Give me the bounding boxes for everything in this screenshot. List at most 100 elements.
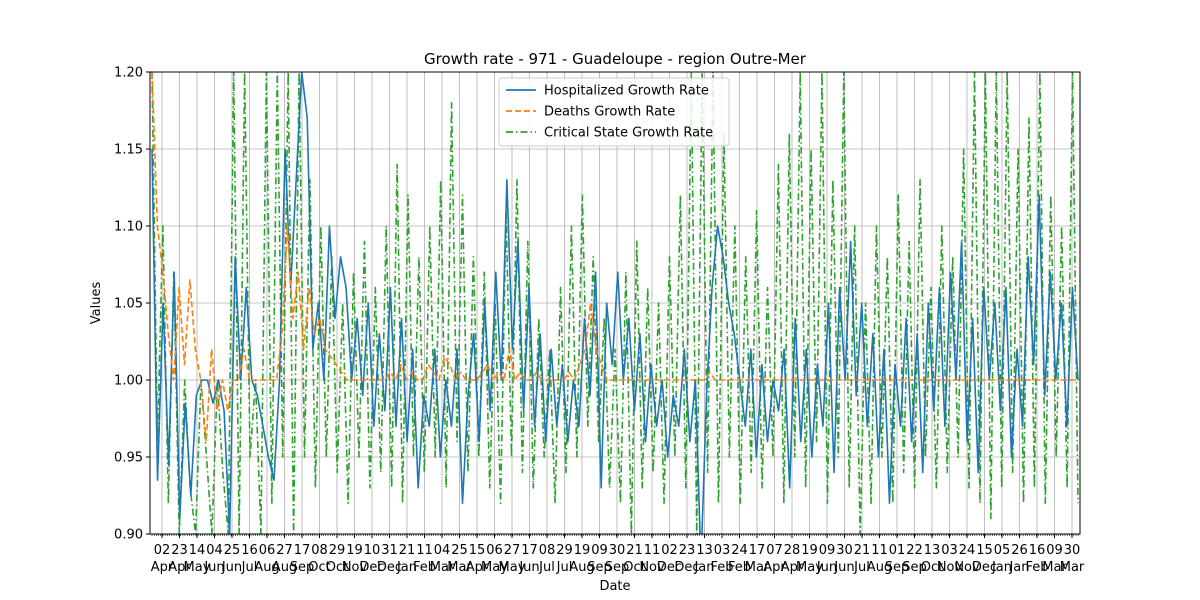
x-tick-month: Jun xyxy=(221,560,242,575)
x-tick-month: May xyxy=(499,560,526,575)
x-tick-month: Mar xyxy=(1060,560,1085,575)
x-tick-day: 11 xyxy=(871,543,888,558)
x-tick-day: 30 xyxy=(836,543,853,558)
x-axis-label: Date xyxy=(599,579,630,594)
chart-title: Growth rate - 971 - Guadeloupe - region … xyxy=(424,50,807,68)
x-tick-day: 17 xyxy=(749,543,766,558)
x-tick-day: 16 xyxy=(241,543,258,558)
series-line-2 xyxy=(151,72,1079,534)
x-axis: 02Apr23Apr14May04Jun25Jun16Jul06Aug27Aug… xyxy=(151,534,1085,575)
x-tick-day: 09 xyxy=(1046,543,1063,558)
x-tick-day: 07 xyxy=(766,543,783,558)
y-tick-label: 1.10 xyxy=(114,220,143,235)
y-axis-label: Values xyxy=(89,282,104,325)
legend-label-1: Deaths Growth Rate xyxy=(544,105,675,120)
y-tick-label: 1.05 xyxy=(114,297,143,312)
x-tick-month: Jun xyxy=(833,560,854,575)
x-tick-day: 21 xyxy=(399,543,416,558)
x-tick-day: 14 xyxy=(189,543,206,558)
x-tick-month: Oct xyxy=(623,560,645,575)
x-tick-day: 25 xyxy=(224,543,241,558)
x-tick-day: 17 xyxy=(294,543,311,558)
x-tick-day: 19 xyxy=(574,543,591,558)
x-tick-day: 22 xyxy=(906,543,923,558)
x-tick-day: 01 xyxy=(889,543,906,558)
x-tick-day: 13 xyxy=(924,543,941,558)
x-tick-day: 08 xyxy=(311,543,328,558)
x-tick-month: Aug xyxy=(569,560,594,575)
x-tick-month: May xyxy=(481,560,508,575)
x-tick-day: 24 xyxy=(731,543,748,558)
x-tick-month: Oct xyxy=(921,560,943,575)
x-tick-day: 15 xyxy=(976,543,993,558)
x-tick-day: 02 xyxy=(661,543,678,558)
x-tick-month: Feb xyxy=(1025,560,1048,575)
x-tick-month: Aug xyxy=(254,560,279,575)
x-tick-month: Apr xyxy=(168,560,191,575)
x-tick-month: Jan xyxy=(991,560,1012,575)
x-tick-month: Nov xyxy=(954,560,980,575)
x-tick-month: Jun xyxy=(203,560,224,575)
legend: Hospitalized Growth Rate Deaths Growth Ra… xyxy=(498,77,730,147)
x-tick-day: 11 xyxy=(644,543,661,558)
x-tick-month: Mar xyxy=(447,560,472,575)
x-tick-day: 04 xyxy=(434,543,451,558)
x-tick-month: Dec xyxy=(972,560,997,575)
x-tick-day: 15 xyxy=(469,543,486,558)
x-tick-month: Jan xyxy=(693,560,714,575)
series-line-1 xyxy=(151,72,1078,443)
x-tick-month: Nov xyxy=(937,560,963,575)
x-tick-month: Jun xyxy=(816,560,837,575)
x-tick-month: Apr xyxy=(466,560,489,575)
x-tick-day: 28 xyxy=(784,543,801,558)
x-tick-day: 11 xyxy=(416,543,433,558)
x-tick-month: Dec xyxy=(657,560,682,575)
y-tick-label: 0.95 xyxy=(114,451,143,466)
x-tick-day: 06 xyxy=(259,543,276,558)
x-tick-month: Jan xyxy=(396,560,417,575)
x-tick-day: 26 xyxy=(1011,543,1028,558)
series-line-0 xyxy=(151,72,1079,534)
x-tick-month: Feb xyxy=(710,560,733,575)
x-tick-month: May xyxy=(796,560,823,575)
x-tick-month: Apr xyxy=(151,560,174,575)
x-tick-month: Mar xyxy=(1042,560,1067,575)
x-tick-day: 03 xyxy=(714,543,731,558)
x-tick-month: May xyxy=(184,560,211,575)
x-tick-day: 10 xyxy=(364,543,381,558)
x-tick-month: Sep xyxy=(587,560,612,575)
y-tick-label: 1.15 xyxy=(114,143,143,158)
x-tick-day: 19 xyxy=(801,543,818,558)
x-tick-month: Sep xyxy=(885,560,910,575)
x-tick-month: Aug xyxy=(867,560,892,575)
x-tick-month: Dec xyxy=(377,560,402,575)
x-tick-day: 21 xyxy=(626,543,643,558)
x-tick-day: 23 xyxy=(679,543,696,558)
x-tick-day: 30 xyxy=(609,543,626,558)
x-tick-day: 09 xyxy=(591,543,608,558)
x-tick-month: Apr xyxy=(781,560,804,575)
x-tick-day: 08 xyxy=(539,543,556,558)
x-tick-day: 04 xyxy=(206,543,223,558)
x-tick-day: 06 xyxy=(486,543,503,558)
x-tick-month: Apr xyxy=(763,560,786,575)
x-tick-month: Mar xyxy=(430,560,455,575)
x-tick-day: 17 xyxy=(521,543,538,558)
x-tick-day: 27 xyxy=(276,543,293,558)
x-tick-month: Jan xyxy=(1008,560,1029,575)
x-tick-month: Sep xyxy=(605,560,630,575)
x-tick-month: Mar xyxy=(745,560,770,575)
x-tick-day: 24 xyxy=(959,543,976,558)
x-tick-month: Jul xyxy=(853,560,870,575)
legend-label-0: Hospitalized Growth Rate xyxy=(544,84,709,99)
x-tick-month: Jul xyxy=(241,560,258,575)
x-tick-day: 29 xyxy=(556,543,573,558)
x-tick-month: Aug xyxy=(272,560,297,575)
x-tick-day: 16 xyxy=(1029,543,1046,558)
series-layer xyxy=(151,72,1079,534)
x-tick-day: 05 xyxy=(994,543,1011,558)
x-tick-day: 30 xyxy=(1064,543,1081,558)
x-tick-day: 31 xyxy=(381,543,398,558)
x-tick-day: 21 xyxy=(854,543,871,558)
